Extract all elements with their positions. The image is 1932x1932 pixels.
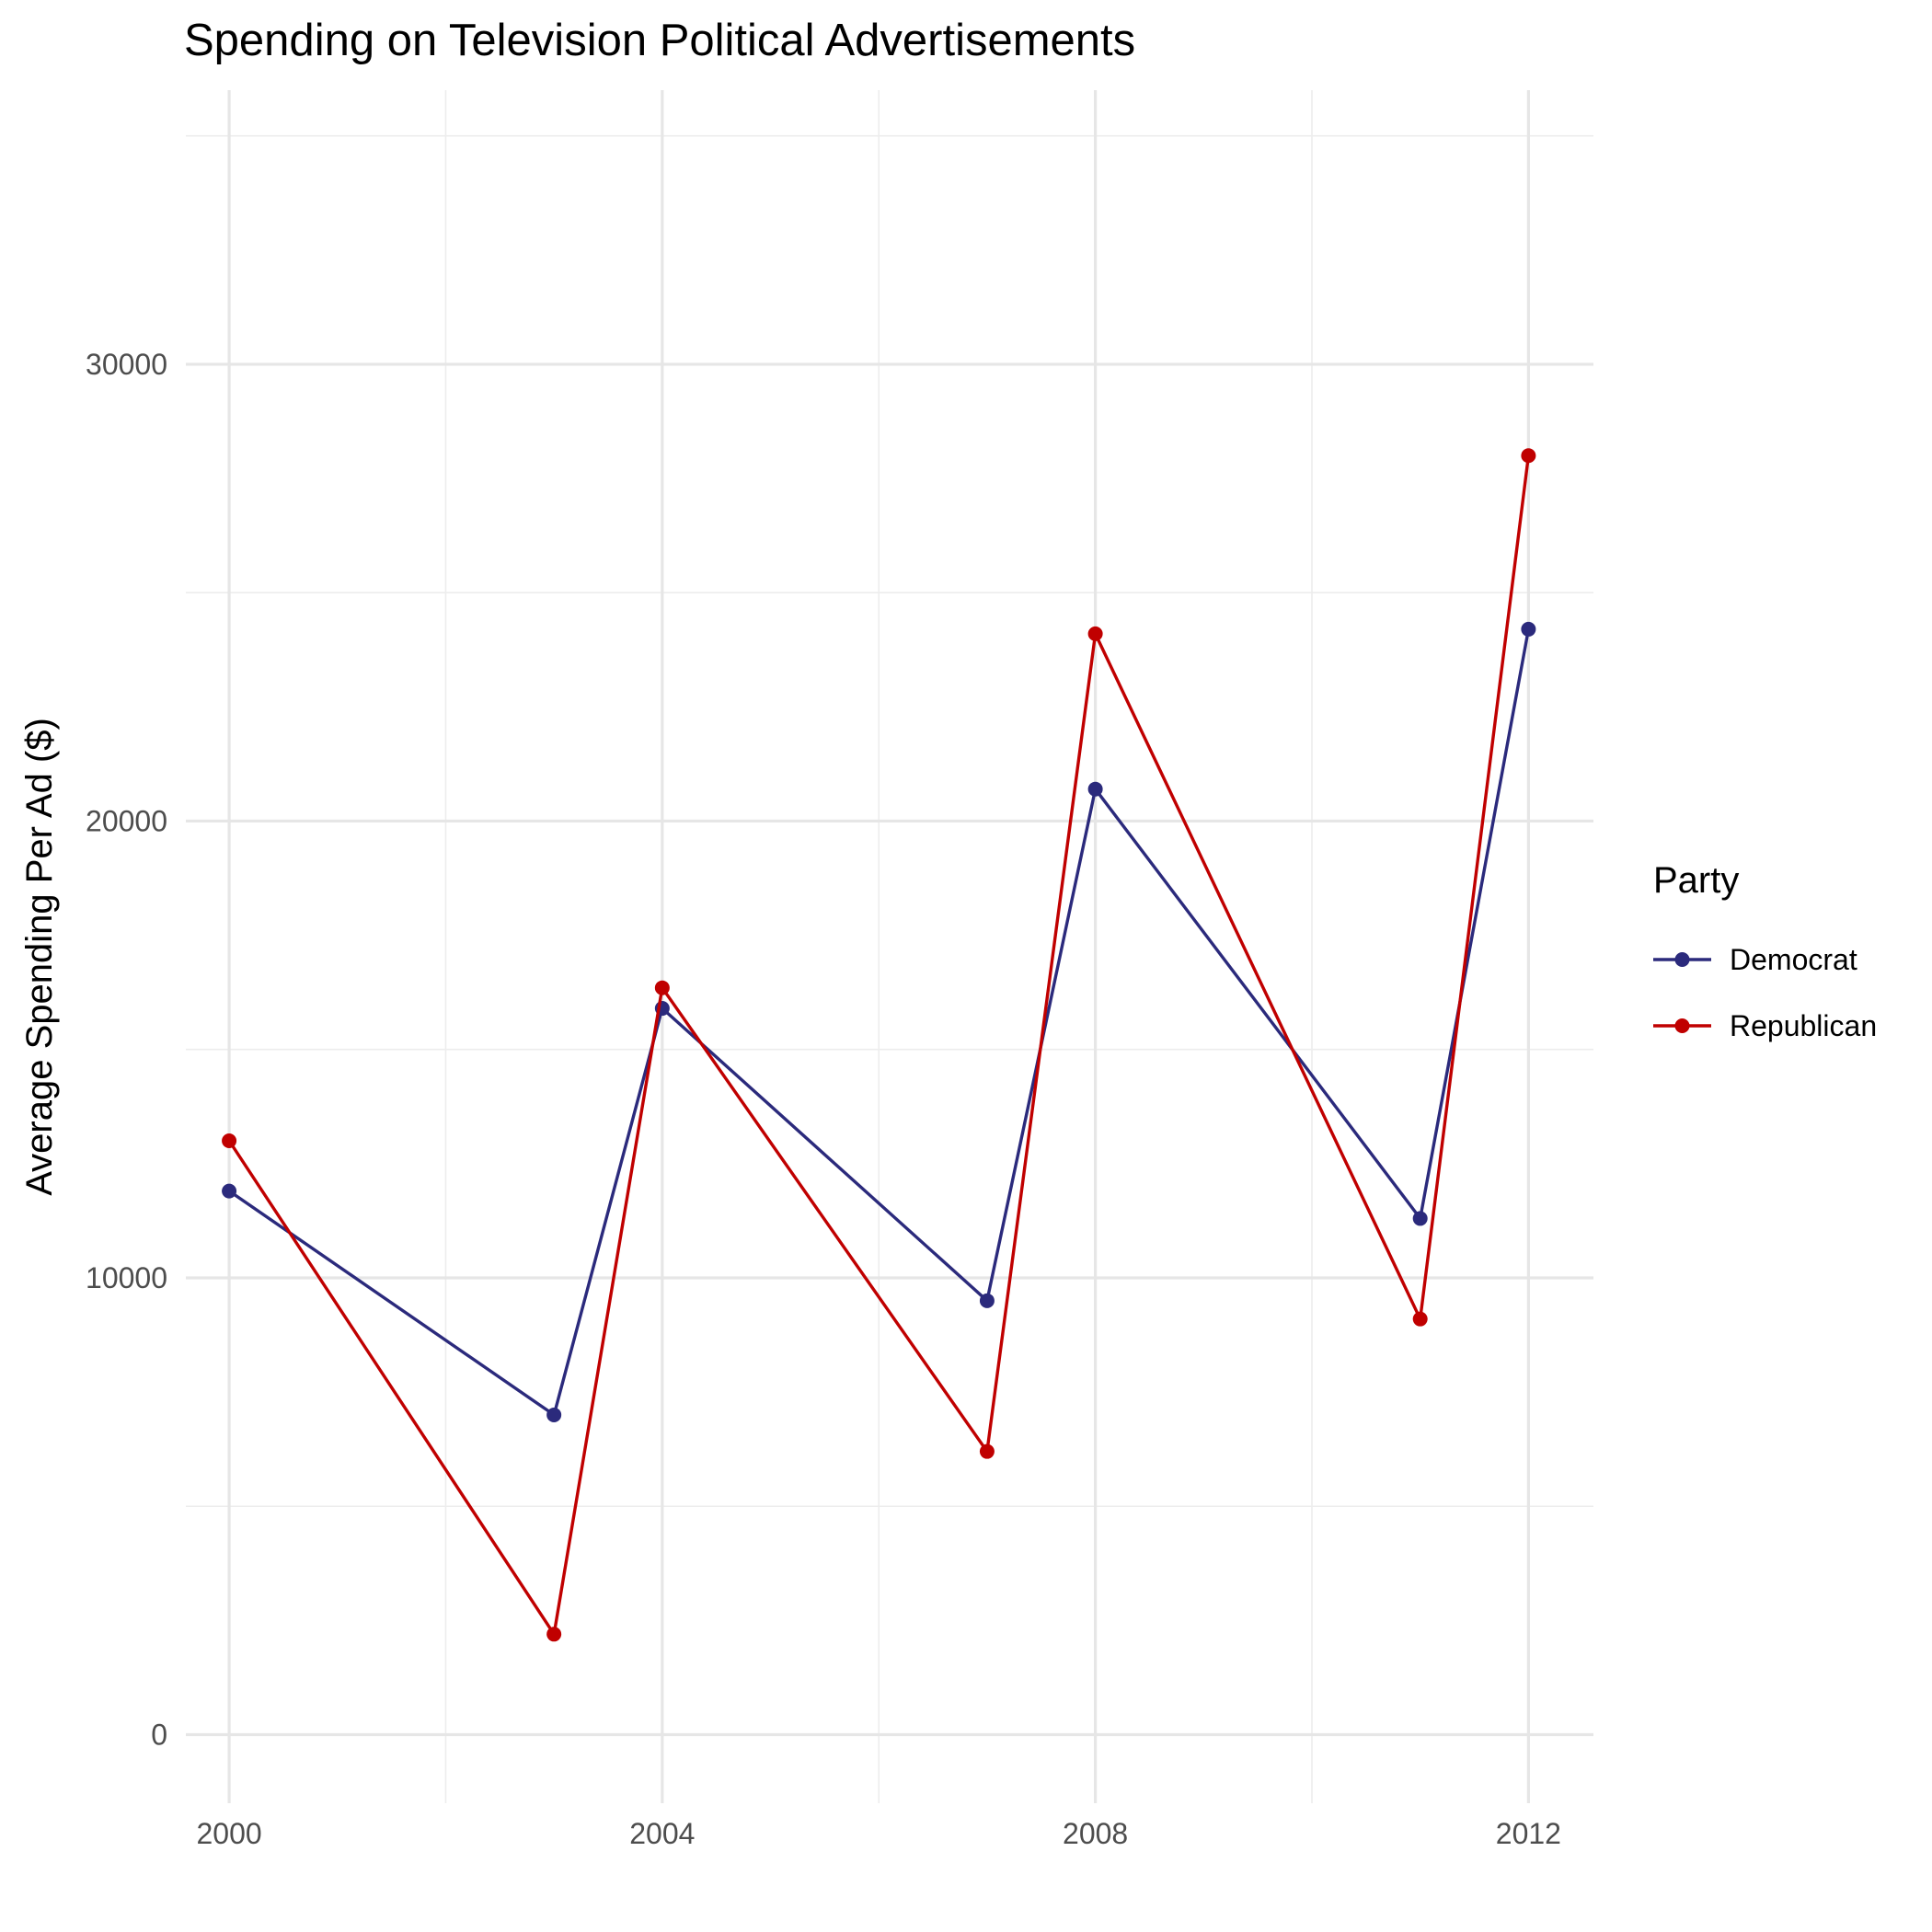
grid [186, 90, 1593, 1803]
x-axis-tick-labels: 2000 2004 2008 2012 [196, 1817, 1560, 1850]
republican-point [546, 1627, 562, 1642]
legend-label: Republican [1730, 1009, 1877, 1042]
republican-point [654, 980, 670, 995]
y-axis-title: Average Spending Per Ad ($) [19, 718, 60, 1196]
democrat-point [979, 1293, 995, 1308]
democrat-point [546, 1407, 562, 1422]
y-tick-label: 0 [151, 1719, 167, 1752]
legend-item-democrat: Democrat [1653, 943, 1857, 976]
republican-point [1412, 1311, 1428, 1327]
y-tick-label: 30000 [86, 348, 167, 381]
legend-key-point [1674, 952, 1690, 967]
democrat-point [1087, 781, 1103, 797]
legend-items: Democrat Republican [1653, 943, 1877, 1042]
series-layer [222, 448, 1536, 1642]
x-tick-label: 2004 [629, 1817, 695, 1850]
democrat-series [222, 621, 1536, 1422]
legend-item-republican: Republican [1653, 1009, 1877, 1042]
x-tick-label: 2008 [1063, 1817, 1128, 1850]
y-tick-label: 20000 [86, 804, 167, 837]
democrat-point [1521, 621, 1536, 637]
chart-title: Spending on Television Political Adverti… [184, 16, 1135, 65]
legend-key-point [1674, 1018, 1690, 1033]
legend-label: Democrat [1730, 943, 1857, 976]
y-tick-label: 10000 [86, 1261, 167, 1294]
republican-point [1521, 448, 1536, 464]
republican-point [1087, 626, 1103, 641]
republican-point [222, 1133, 237, 1149]
democrat-point [222, 1183, 237, 1199]
legend: Party Democrat Republican [1653, 860, 1877, 1042]
republican-series [222, 448, 1536, 1642]
republican-point [979, 1443, 995, 1459]
democrat-point [1412, 1211, 1428, 1226]
y-axis-tick-labels: 0 10000 20000 30000 [86, 348, 167, 1752]
x-tick-label: 2012 [1496, 1817, 1561, 1850]
x-tick-label: 2000 [196, 1817, 261, 1850]
legend-title: Party [1653, 860, 1739, 901]
